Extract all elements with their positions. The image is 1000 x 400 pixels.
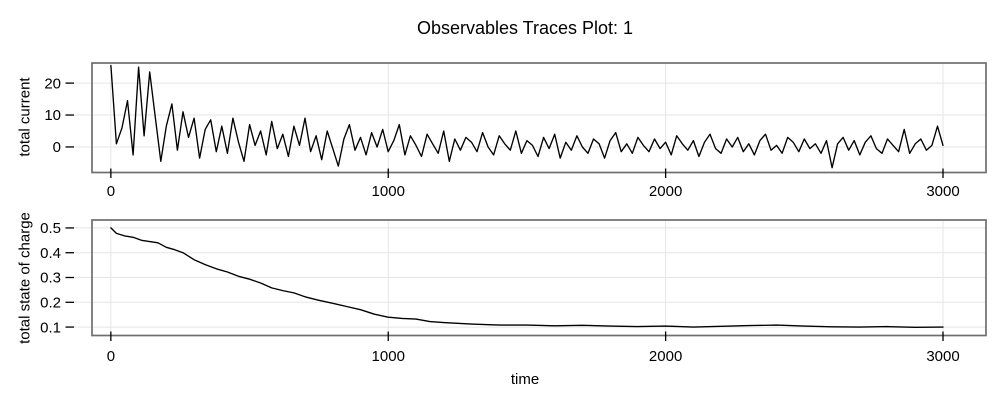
xlabel-time: time: [511, 371, 539, 388]
panel-total-state-of-charge: 0 1000 2000 3000 0.1 0.2 0.3 0.4 0.5: [40, 219, 987, 365]
y-tick-label: 0.1: [40, 319, 61, 336]
y-tick-label: 20: [44, 75, 61, 92]
y-tick-label: 0.4: [40, 245, 61, 262]
figure-title: Observables Traces Plot: 1: [417, 18, 633, 38]
x-tick-label: 2000: [649, 183, 682, 200]
y-tick-label: 0.3: [40, 270, 61, 287]
trace-line: [110, 64, 944, 169]
panel-total-current: 0 1000 2000 3000 0 10 20: [44, 62, 987, 200]
panel-frame: [91, 62, 987, 174]
x-tick-label: 3000: [926, 183, 959, 200]
y-tick-label: 0.2: [40, 294, 61, 311]
y-tick-label: 10: [44, 107, 61, 124]
panel-frame: [91, 219, 987, 337]
x-tick-label: 3000: [926, 348, 959, 365]
ylabel-total-state-of-charge: total state of charge: [16, 212, 33, 344]
y-tick-label: 0.5: [40, 220, 61, 237]
x-tick-label: 0: [107, 183, 115, 200]
x-tick-label: 2000: [649, 348, 682, 365]
x-tick-label: 1000: [372, 183, 405, 200]
x-tick-label: 0: [107, 348, 115, 365]
x-tick-label: 1000: [372, 348, 405, 365]
trace-line: [110, 227, 944, 328]
ylabel-total-current: total current: [16, 77, 33, 157]
y-tick-label: 0: [53, 139, 61, 156]
